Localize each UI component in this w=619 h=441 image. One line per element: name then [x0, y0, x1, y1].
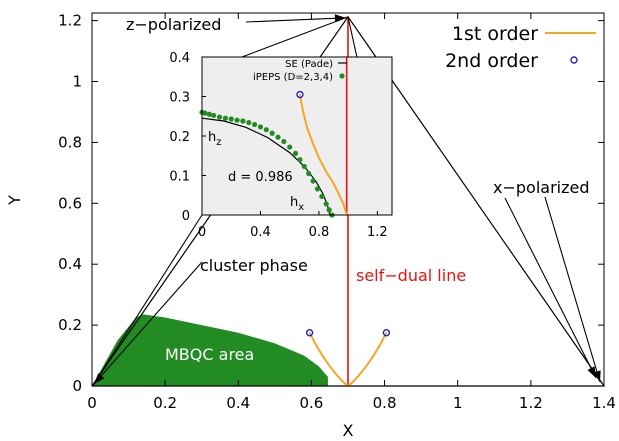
inset-legend-ipeps-swatch [339, 73, 345, 79]
inset-hz-sub: z [216, 137, 221, 148]
inset-ipeps-point [287, 144, 293, 150]
inset-legend-ipeps-label: iPEPS (D=2,3,4) [253, 72, 333, 83]
x-axis-label: X [343, 421, 354, 440]
inset-ipeps-point [252, 121, 258, 128]
inset-connector-top [241, 16, 349, 58]
inset-connector-origin [92, 214, 203, 386]
inset-y-tick-label: 0.4 [169, 51, 190, 66]
main-fill-layer [92, 314, 328, 386]
inset-ipeps-point [323, 201, 329, 207]
second-order-point [382, 329, 391, 337]
inset-ipeps-point [216, 114, 223, 120]
main-plot-frame [91, 12, 605, 387]
inset-ipeps-point [234, 117, 240, 123]
inset-y-tick-label: 0.2 [169, 130, 190, 145]
inset-ipeps-point [319, 193, 325, 200]
x-tick-label: 1.2 [519, 394, 543, 412]
inset-first-order-curve [298, 94, 348, 216]
inset-x-tick-label: 0.8 [309, 225, 330, 240]
cluster-phase-label: cluster phase [200, 256, 308, 275]
legend-2nd-order-label: 2nd order [445, 50, 538, 72]
inset-marks [199, 57, 348, 218]
inset-y-tick-label: 0.1 [169, 170, 190, 185]
first-order-curve [308, 332, 349, 387]
x-polarized-arrow-2 [504, 197, 597, 379]
y-tick-label: 0 [72, 377, 82, 395]
inset-ipeps-point [275, 134, 281, 140]
x-tick-label: 1 [453, 394, 463, 412]
mbqc-area-label: MBQC area [165, 345, 254, 364]
inset-ipeps-point [297, 157, 303, 163]
inset-y-tick-label: 0 [182, 209, 190, 224]
inset-ipeps-point [257, 124, 264, 130]
y-tick-label: 0.4 [58, 255, 82, 273]
x-tick-label: 0.4 [226, 394, 250, 412]
y-axis-label: Y [5, 195, 24, 206]
inset-hz-base: h [208, 130, 216, 145]
inset-hx-sub: x [298, 202, 304, 213]
x-tick-label: 0 [87, 394, 97, 412]
inset-y-tick-label: 0.3 [169, 91, 190, 106]
inset-ipeps-point [326, 207, 332, 213]
inset-legend: SE (Pade) iPEPS (D=2,3,4) [253, 59, 347, 83]
inset-legend-se-label: SE (Pade) [285, 59, 333, 70]
inset-ipeps-point [211, 112, 217, 119]
main-legend: 1st order 2nd order [445, 23, 596, 72]
inset-hx-base: h [290, 195, 298, 210]
inset-x-tick-label: 0 [198, 225, 206, 240]
cluster-phase-arrow-head [94, 373, 105, 384]
mbqc-area-region [92, 314, 328, 386]
inset-ipeps-point [240, 118, 246, 124]
x-tick-label: 0.2 [153, 394, 177, 412]
inset-ipeps-point [246, 119, 252, 126]
legend-2nd-order-swatch [570, 56, 578, 64]
y-tick-label: 0.6 [58, 194, 82, 212]
inset-x-tick-label: 1.2 [367, 225, 388, 240]
self-dual-line-label: self−dual line [356, 266, 466, 285]
second-order-point [305, 329, 314, 337]
x-polarized-arrow [544, 196, 601, 383]
inset-hx-label: hx [290, 195, 304, 213]
inset-hz-label: hz [208, 130, 222, 148]
inset-d-value: d = 0.986 [228, 170, 293, 185]
inset-background [202, 57, 392, 215]
inset-ipeps-point [301, 163, 307, 170]
cluster-phase-arrow [93, 261, 203, 385]
y-tick-label: 0.2 [58, 316, 82, 334]
y-tick-label: 1.2 [58, 12, 82, 30]
inset-x-tick-label: 0.4 [250, 225, 271, 240]
inset-ipeps-point [222, 115, 228, 121]
y-tick-label: 1 [72, 73, 82, 91]
main-axis-ticks: 0 0.2 0.4 0.6 0.8 1 1.2 1.4 0 0.2 0.4 0.6 0.8 1 1.2 [58, 12, 616, 412]
inset-se-pade-curve [201, 117, 331, 216]
y-tick-label: 0.8 [58, 133, 82, 151]
inset-ipeps-point [202, 110, 208, 116]
z-polarized-arrow [245, 17, 347, 23]
x-polarized-label: x−polarized [493, 178, 590, 197]
inset-ipeps-point [314, 186, 321, 192]
first-order-curve [347, 332, 388, 387]
inset-ipeps-point [263, 127, 269, 133]
inset-ipeps-point [310, 178, 316, 184]
z-polarized-label: z−polarized [126, 15, 221, 34]
inset-ipeps-point [228, 116, 234, 122]
inset-ipeps-point [269, 130, 275, 136]
x-tick-label: 1.4 [592, 394, 616, 412]
inset-ipeps-point [306, 170, 312, 177]
inset-axis-ticks: 0 0.4 0.8 1.2 0 0.1 0.2 0.3 0.4 [169, 51, 387, 240]
inset-ipeps-point [292, 150, 299, 156]
x-polarized-arrow-2-head [587, 366, 596, 378]
x-tick-label: 0.8 [373, 394, 397, 412]
inset-ipeps-point [281, 138, 287, 145]
inset-chart: 0 0.4 0.8 1.200.10.20.30.4 d = 0.986 hz hx … [169, 51, 393, 240]
legend-1st-order-label: 1st order [452, 23, 538, 45]
inset-second-order-point [296, 90, 304, 99]
x-tick-label: 0.6 [299, 394, 323, 412]
inset-ipeps-point [206, 111, 212, 117]
